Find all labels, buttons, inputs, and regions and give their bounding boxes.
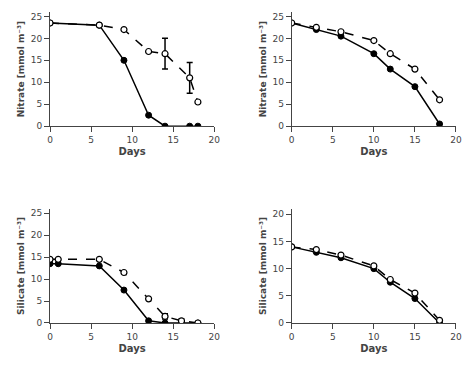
svg-text:15: 15 [168,135,179,145]
svg-text:20: 20 [450,135,462,145]
svg-text:Silicate [mmol m⁻³]: Silicate [mmol m⁻³] [16,217,26,315]
svg-text:Days: Days [360,146,387,157]
svg-text:Days: Days [119,146,146,157]
svg-text:0: 0 [278,318,284,328]
svg-text:5: 5 [278,291,284,301]
svg-text:15: 15 [31,252,42,262]
svg-text:15: 15 [409,332,420,342]
svg-text:10: 10 [126,332,138,342]
svg-text:20: 20 [209,135,221,145]
svg-text:0: 0 [278,121,284,131]
svg-text:5: 5 [88,332,94,342]
svg-text:0: 0 [47,332,53,342]
svg-text:Days: Days [360,343,387,354]
svg-text:Nitrate [mmol m⁻³]: Nitrate [mmol m⁻³] [16,21,26,117]
svg-text:10: 10 [31,77,43,87]
svg-text:10: 10 [31,274,43,284]
svg-text:0: 0 [47,135,53,145]
svg-text:10: 10 [272,77,284,87]
svg-text:10: 10 [272,264,284,274]
svg-text:5: 5 [330,332,336,342]
svg-text:15: 15 [31,55,42,65]
svg-text:20: 20 [209,332,221,342]
svg-text:5: 5 [88,135,94,145]
svg-text:5: 5 [36,99,42,109]
svg-text:10: 10 [368,332,380,342]
svg-text:0: 0 [36,121,42,131]
svg-text:25: 25 [31,12,42,22]
svg-text:Silicate [mmol m⁻³]: Silicate [mmol m⁻³] [258,217,268,315]
svg-text:20: 20 [272,34,284,44]
svg-text:15: 15 [272,55,283,65]
svg-text:0: 0 [36,318,42,328]
svg-text:Days: Days [119,343,146,354]
svg-text:0: 0 [289,135,295,145]
svg-text:10: 10 [368,135,380,145]
svg-text:5: 5 [330,135,336,145]
svg-text:25: 25 [272,12,283,22]
svg-text:0: 0 [289,332,295,342]
svg-text:5: 5 [36,296,42,306]
svg-text:20: 20 [272,209,284,219]
svg-text:10: 10 [126,135,138,145]
svg-text:25: 25 [31,208,42,218]
svg-text:5: 5 [278,99,284,109]
svg-text:20: 20 [31,230,43,240]
svg-text:15: 15 [272,237,283,247]
svg-text:20: 20 [31,34,43,44]
svg-text:20: 20 [450,332,462,342]
svg-text:15: 15 [409,135,420,145]
svg-text:15: 15 [168,332,179,342]
svg-text:Nitrate [mmol m⁻³]: Nitrate [mmol m⁻³] [258,21,268,117]
